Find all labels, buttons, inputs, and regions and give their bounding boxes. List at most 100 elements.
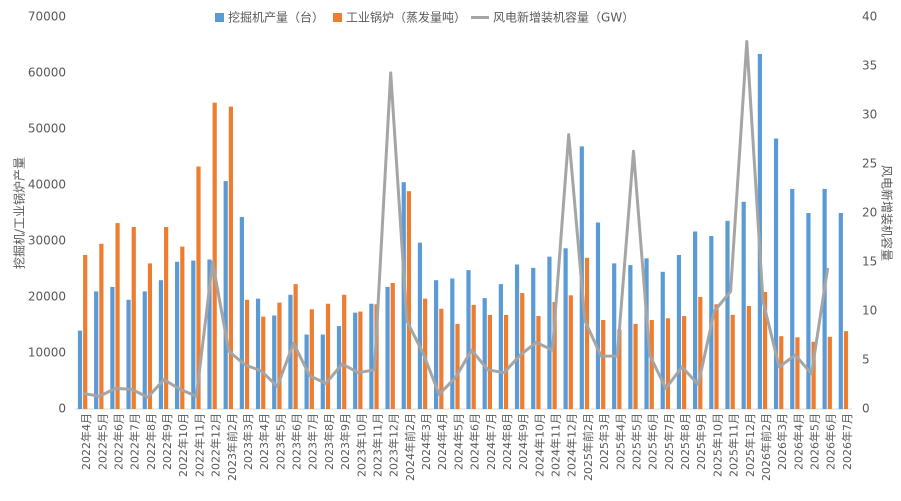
x-tick-label: 2022年7月: [128, 413, 142, 470]
bar: [617, 329, 622, 409]
bar: [790, 188, 795, 409]
y-tick-label: 40000: [28, 178, 66, 192]
bar: [196, 166, 201, 409]
bar: [223, 181, 228, 409]
bar: [358, 311, 363, 409]
x-tick-label: 2024年8月: [500, 413, 514, 470]
bar: [277, 302, 282, 409]
bar: [482, 298, 487, 409]
bar: [838, 213, 843, 409]
x-tick-label: 2023年8月: [322, 413, 336, 470]
x-tick-label: 2026年7月: [840, 413, 854, 470]
x-tick-label: 2025年10月: [710, 413, 724, 477]
x-tick-label: 2024年5月: [451, 413, 465, 470]
bar: [239, 216, 244, 409]
bar: [99, 243, 104, 409]
x-tick-label: 2022年12月: [209, 413, 223, 477]
bar: [126, 299, 131, 409]
y-axis-title: 挖掘机/工业锅炉产量: [12, 157, 27, 269]
bar: [309, 309, 314, 409]
bar: [584, 257, 590, 409]
y-tick-label: 0: [58, 402, 66, 416]
x-tick-label: 2024年7月: [484, 413, 498, 470]
bar: [568, 295, 573, 409]
bar: [180, 246, 185, 409]
y-tick-label: 70000: [28, 10, 66, 24]
legend-label: 挖掘机产量（台）: [228, 10, 324, 25]
y-tick-label: 60000: [28, 66, 66, 80]
y2-tick-label: 35: [862, 59, 877, 73]
bar: [369, 303, 374, 409]
bar: [693, 231, 698, 409]
x-tick-label: 2023年9月: [338, 413, 352, 470]
bar: [843, 331, 849, 409]
bar: [811, 341, 816, 409]
x-tick-label: 2022年4月: [79, 413, 93, 470]
x-tick-label: 2026年4月: [791, 413, 805, 470]
bar: [633, 323, 638, 409]
x-tick-label: 2024年4月: [435, 413, 449, 470]
x-tick-label: 2025年12月: [743, 413, 757, 477]
x-tick-label: 2023年5月: [273, 413, 287, 470]
x-tick-label: 2022年6月: [111, 413, 125, 470]
legend-swatch: [333, 13, 343, 22]
x-tick-label: 2024年10月: [532, 413, 546, 477]
x-tick-label: 2023年4月: [257, 413, 271, 470]
bar: [795, 337, 800, 409]
x-tick-label: 2026年3月: [775, 413, 789, 470]
bar: [552, 302, 557, 409]
x-tick-label: 2025年11月: [727, 413, 741, 477]
x-tick-label: 2025年9月: [694, 413, 708, 470]
legend-swatch: [215, 13, 224, 22]
bar: [628, 265, 633, 409]
x-tick-label: 2025年7月: [662, 413, 676, 470]
bar: [822, 188, 827, 409]
x-tick-label: 2026年前2月: [759, 413, 773, 481]
y2-tick-label: 20: [862, 206, 877, 220]
x-tick-label: 2025年5月: [629, 413, 643, 470]
legend-label: 工业锅炉（蒸发量吨）: [346, 10, 466, 25]
x-tick-label: 2023年12月: [387, 413, 401, 477]
bar: [725, 220, 730, 409]
x-tick-label: 2022年5月: [95, 413, 109, 470]
bar: [353, 312, 358, 409]
bar: [665, 318, 671, 409]
bar: [147, 263, 153, 409]
bar: [487, 314, 492, 409]
bar: [531, 267, 536, 409]
y2-axis-title: 风电新增装机容量: [880, 165, 895, 261]
bar: [342, 294, 347, 409]
bar: [649, 319, 654, 409]
y-tick-label: 50000: [28, 122, 66, 136]
bar: [471, 304, 476, 409]
x-tick-label: 2022年8月: [144, 413, 158, 470]
bar: [660, 271, 665, 409]
bar: [536, 316, 541, 409]
x-tick-label: 2025年4月: [613, 413, 627, 470]
bar: [762, 291, 768, 409]
bar: [212, 102, 217, 410]
bar: [191, 260, 196, 409]
bar: [450, 278, 455, 409]
y2-tick-label: 25: [862, 157, 877, 171]
x-tick-label: 2024年12月: [565, 413, 579, 477]
bar: [244, 299, 250, 409]
x-tick-label: 2025年3月: [597, 413, 611, 470]
x-tick-label: 2025年6月: [646, 413, 660, 470]
y2-tick-label: 40: [862, 10, 877, 24]
bar: [676, 255, 682, 409]
x-tick-label: 2024年前2月: [403, 413, 417, 481]
bar: [498, 284, 503, 409]
bar: [434, 280, 439, 409]
x-tick-label: 2022年11月: [192, 413, 206, 477]
x-tick-label: 2023年3月: [241, 413, 255, 470]
bar: [131, 227, 136, 409]
bar: [466, 270, 471, 409]
x-tick-label: 2023年11月: [370, 413, 384, 477]
bar: [682, 316, 687, 409]
bar: [563, 248, 568, 409]
bar: [455, 323, 460, 409]
bar: [94, 291, 99, 409]
y2-tick-label: 0: [862, 402, 870, 416]
